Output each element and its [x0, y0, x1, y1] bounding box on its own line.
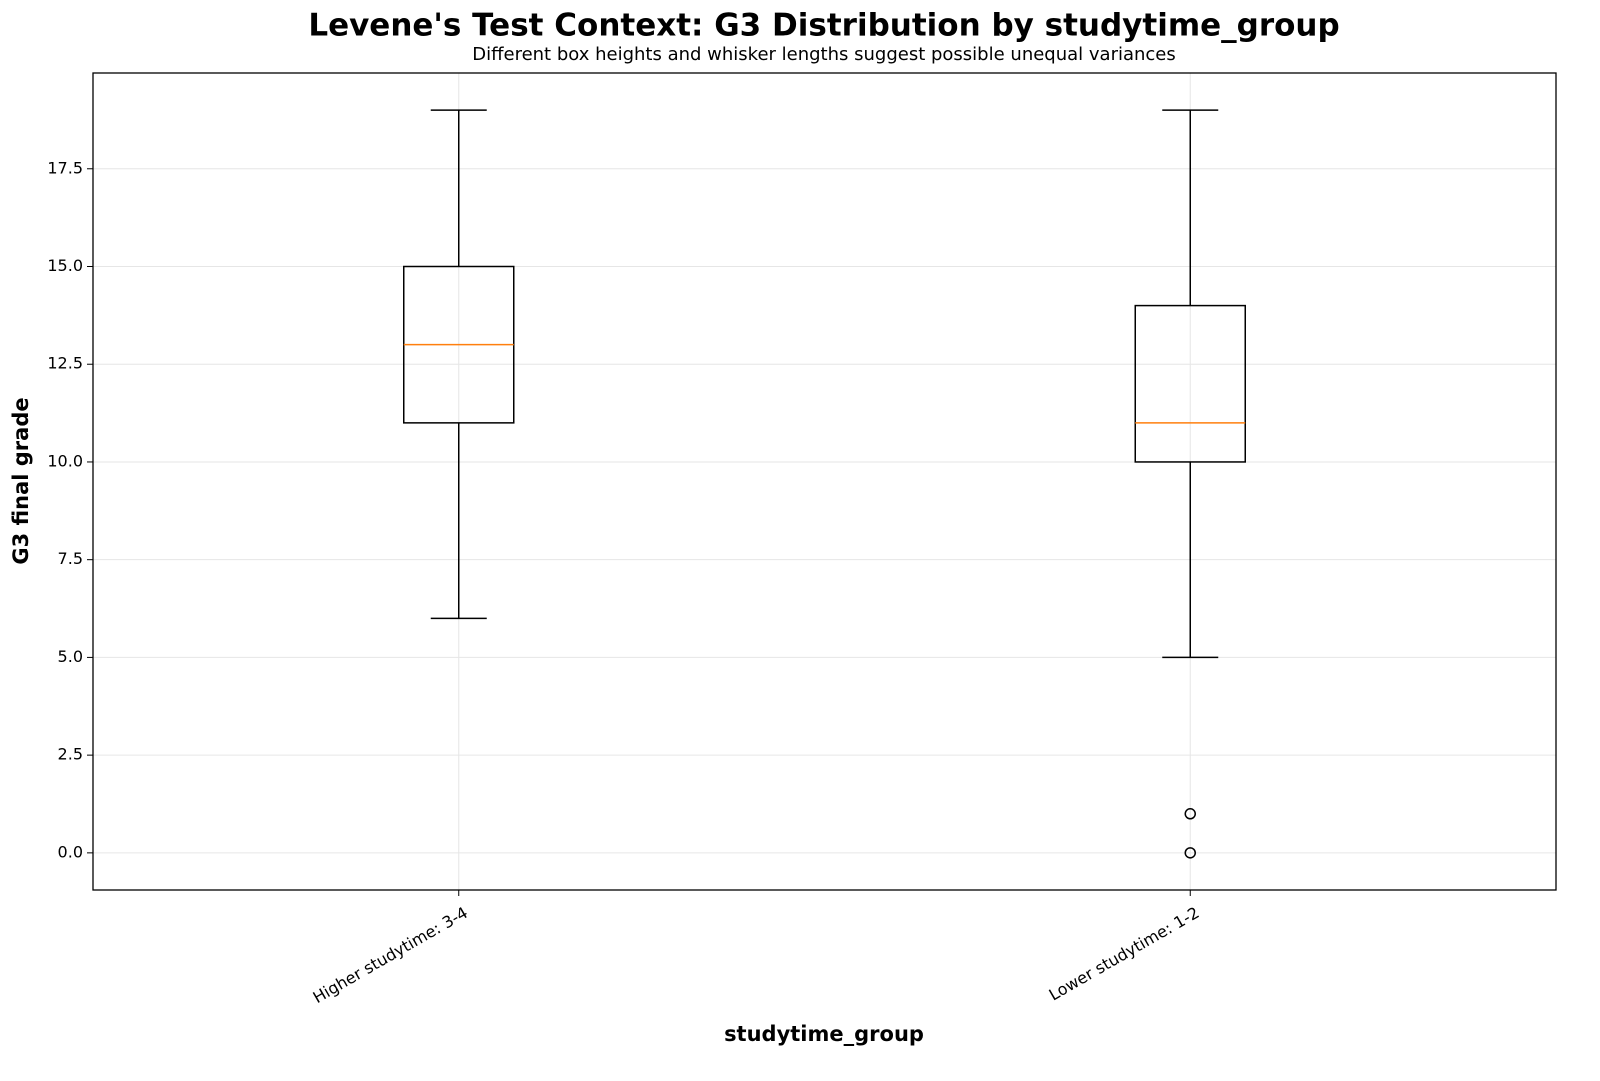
y-tick-label: 5.0 [58, 647, 83, 666]
outlier [1184, 847, 1196, 859]
x-tick-label: Higher studytime: 3-4 [310, 903, 471, 1007]
y-tick-label: 12.5 [47, 354, 83, 373]
box [1134, 304, 1246, 463]
y-tick-label: 17.5 [47, 158, 83, 177]
chart-title: Levene's Test Context: G3 Distribution b… [308, 8, 1339, 44]
y-tick-label: 0.0 [58, 842, 83, 861]
y-tick-label: 7.5 [58, 549, 83, 568]
y-tick-label: 2.5 [58, 745, 83, 764]
x-tick-label: Lower studytime: 1-2 [1046, 903, 1203, 1005]
chart-subtitle: Different box heights and whisker length… [472, 44, 1176, 65]
y-tick-label: 15.0 [47, 256, 83, 275]
plot-frame [92, 72, 1557, 891]
outlier [1184, 808, 1196, 820]
y-tick-label: 10.0 [47, 451, 83, 470]
y-axis-label: G3 final grade [9, 397, 33, 564]
x-axis-label: studytime_group [724, 1022, 924, 1046]
